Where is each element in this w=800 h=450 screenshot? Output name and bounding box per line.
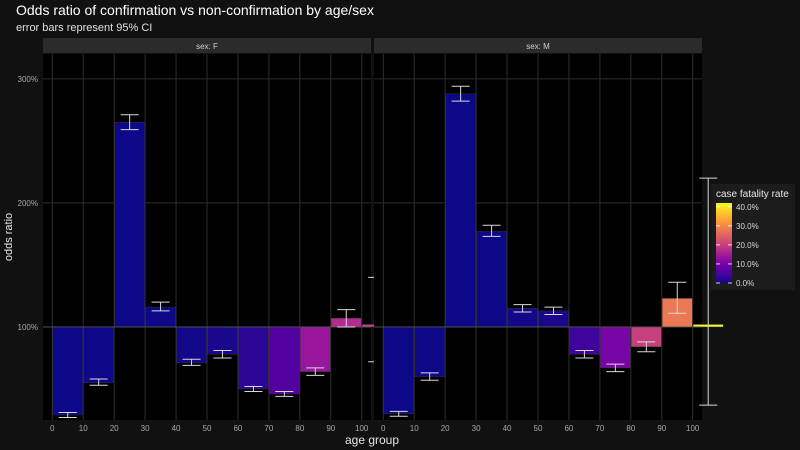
x-axis-label: age group	[345, 433, 399, 447]
bar-age-20	[114, 122, 145, 328]
legend-colorbar	[716, 203, 732, 283]
facet-panel-m: sex: M	[374, 38, 724, 420]
errorbar-age-0	[389, 410, 408, 417]
legend-tick-label: 10.0%	[736, 260, 759, 269]
errorbar-age-80	[306, 367, 325, 376]
bar-age-80	[300, 326, 331, 372]
x-tick-label: 40	[172, 424, 181, 433]
x-tick-label: 40	[503, 424, 512, 433]
y-axis: 100% 200% 300%	[18, 75, 38, 332]
bar-age-10	[414, 326, 445, 377]
chart-title: Odds ratio of confirmation vs non-confir…	[16, 2, 374, 18]
y-tick-label: 200%	[18, 199, 38, 208]
errorbar-age-60	[244, 386, 263, 392]
y-axis-label: odds ratio	[3, 213, 15, 261]
facet-panels: sex: F sex: M	[43, 38, 724, 420]
errorbar-age-0	[58, 412, 77, 419]
errorbar-age-70	[275, 390, 294, 397]
bar-age-70	[600, 326, 631, 369]
x-tick-label: 70	[264, 424, 273, 433]
legend: case fatality rate 0.0% 10.0% 20.0% 30.0% 40…	[711, 184, 795, 290]
errorbar-age-80	[637, 341, 656, 353]
errorbar-age-50	[544, 306, 563, 316]
errorbar-age-30	[482, 224, 501, 237]
bar-age-30	[476, 231, 507, 328]
x-tick-label: 20	[110, 424, 119, 433]
x-tick-label: 20	[441, 424, 450, 433]
x-tick-label: 10	[410, 424, 419, 433]
legend-tick-label: 0.0%	[736, 279, 754, 288]
errorbar-age-10	[420, 372, 439, 381]
x-tick-label: 60	[233, 424, 242, 433]
facet-strip-label: sex: M	[526, 42, 550, 51]
x-tick-label: 90	[657, 424, 666, 433]
errorbar-age-50	[213, 350, 232, 359]
errorbar-age-10	[89, 378, 108, 386]
x-tick-label: 50	[203, 424, 212, 433]
errorbar-age-70	[606, 363, 625, 373]
x-tick-label: 0	[50, 424, 55, 433]
errorbar-age-20	[120, 114, 139, 131]
bar-age-70	[269, 326, 300, 395]
x-tick-label: 10	[79, 424, 88, 433]
x-tick-label: 90	[326, 424, 335, 433]
bar-age-10	[83, 326, 114, 383]
bar-age-60	[238, 326, 269, 390]
errorbar-age-20	[451, 85, 470, 102]
legend-title: case fatality rate	[716, 189, 789, 200]
facet-panel-f: sex: F	[43, 38, 393, 420]
errorbar-age-40	[182, 358, 201, 366]
y-tick-label: 300%	[18, 75, 38, 84]
x-tick-label: 50	[534, 424, 543, 433]
facet-strip	[374, 38, 702, 53]
bar-age-20	[445, 93, 476, 328]
errorbar-age-90	[668, 281, 687, 314]
legend-tick-label: 20.0%	[736, 241, 759, 250]
chart-subtitle: error bars represent 95% CI	[16, 22, 152, 34]
bar-age-0	[52, 326, 83, 416]
errorbar-age-60	[575, 350, 594, 359]
facet-strip-label: sex: F	[196, 42, 218, 51]
x-tick-label: 70	[595, 424, 604, 433]
bar-age-50	[207, 326, 238, 355]
x-tick-label: 60	[564, 424, 573, 433]
facet-strip	[43, 38, 371, 53]
x-tick-label: 80	[295, 424, 304, 433]
x-tick-label: 0	[381, 424, 386, 433]
x-tick-label: 100	[686, 424, 700, 433]
errorbar-age-90	[337, 309, 356, 328]
x-tick-label: 30	[141, 424, 150, 433]
x-tick-label: 80	[626, 424, 635, 433]
y-tick-label: 100%	[18, 323, 38, 332]
bar-age-40	[176, 326, 207, 364]
x-axes: 0 10 20 30 40 50 60 70 80 90 100 0 10 20 30 40 50 60 70 80 9…	[50, 424, 700, 433]
errorbar-age-40	[513, 304, 532, 313]
legend-tick-label: 30.0%	[736, 222, 759, 231]
errorbar-age-100	[699, 177, 718, 406]
bar-age-0	[383, 326, 414, 414]
errorbar-age-30	[151, 301, 170, 312]
x-tick-label: 30	[472, 424, 481, 433]
legend-tick-label: 40.0%	[736, 203, 759, 212]
x-tick-label: 100	[355, 424, 369, 433]
